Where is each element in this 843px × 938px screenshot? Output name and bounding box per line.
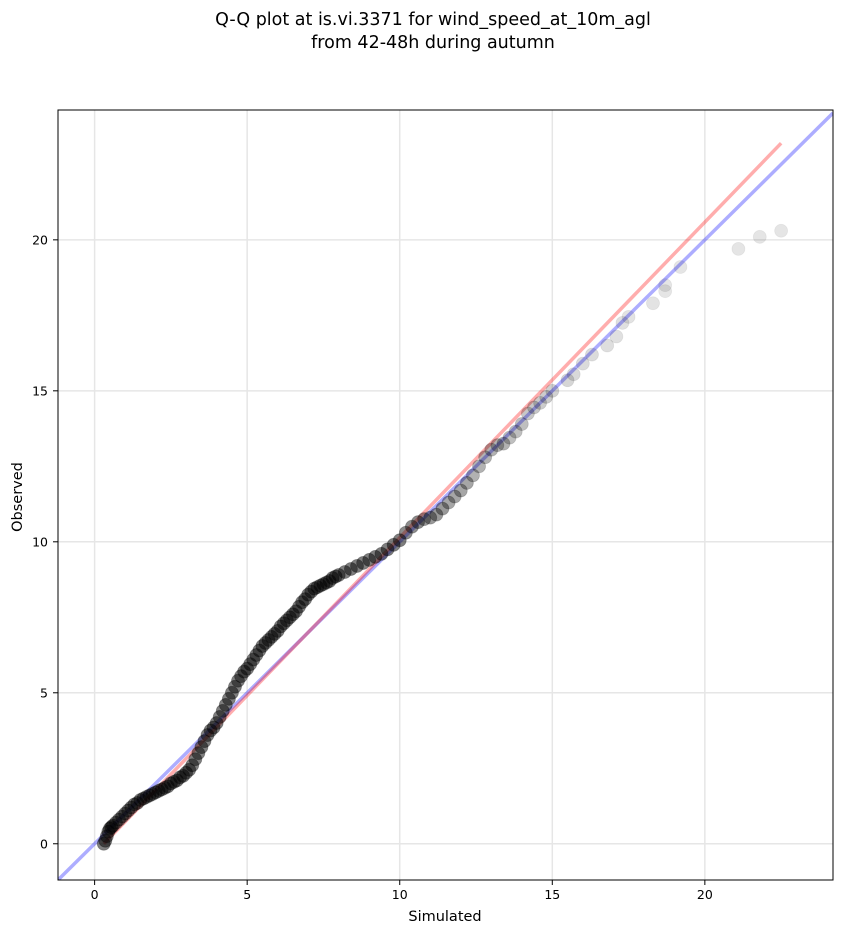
data-point <box>508 424 523 439</box>
data-point <box>502 430 517 445</box>
data-point <box>673 260 688 274</box>
data-point <box>496 436 511 451</box>
x-axis-label: Simulated <box>408 909 481 925</box>
data-point <box>417 512 432 527</box>
data-point <box>609 329 624 344</box>
data-point <box>398 525 413 540</box>
data-point <box>447 489 462 504</box>
y-tick-label: 15 <box>32 383 48 398</box>
data-point <box>646 296 660 311</box>
x-tick-label: 5 <box>243 887 251 902</box>
data-point <box>411 515 425 530</box>
data-point <box>392 533 407 548</box>
y-axis-label: Observed <box>10 462 26 532</box>
data-point <box>429 507 444 522</box>
data-point <box>658 284 673 299</box>
data-point <box>466 468 480 483</box>
x-tick-label: 15 <box>544 887 560 902</box>
y-tick-label: 20 <box>32 232 48 247</box>
chart-subtitle: from 42-48h during autumn <box>311 33 555 53</box>
data-point <box>435 501 450 516</box>
data-point <box>560 373 575 388</box>
data-point <box>520 406 535 421</box>
data-point <box>752 229 767 244</box>
data-point <box>514 417 529 431</box>
x-tick-label: 0 <box>91 887 99 902</box>
plot-frame <box>57 109 834 881</box>
data-point <box>459 476 474 490</box>
data-point <box>658 278 673 293</box>
data-point <box>615 315 630 330</box>
x-tick-label: 10 <box>392 887 408 902</box>
data-point <box>490 438 505 453</box>
data-point <box>774 223 789 238</box>
data-point <box>600 338 615 353</box>
chart-title: Q-Q plot at is.vi.3371 for wind_speed_at… <box>215 10 651 30</box>
data-point <box>545 383 560 398</box>
identity-line <box>58 111 833 880</box>
axes: 0 5 10 15 20 0 5 10 15 20 <box>32 109 834 902</box>
data-point <box>585 347 599 362</box>
y-tick-label: 0 <box>40 836 48 851</box>
data-points <box>96 223 789 851</box>
data-point <box>575 356 590 371</box>
data-point <box>566 367 581 382</box>
y-tick-label: 5 <box>40 685 48 700</box>
data-point <box>478 450 493 465</box>
data-point <box>527 400 541 415</box>
data-point <box>533 396 547 410</box>
grid-lines <box>58 110 833 880</box>
data-point <box>472 459 486 474</box>
data-point <box>441 495 456 510</box>
data-point <box>539 389 554 404</box>
data-point <box>731 242 746 256</box>
data-point <box>621 309 636 324</box>
data-point <box>405 519 419 534</box>
data-point <box>484 442 499 457</box>
x-tick-label: 20 <box>697 887 713 902</box>
data-point <box>423 510 438 525</box>
data-point <box>453 483 468 498</box>
y-tick-label: 10 <box>32 534 48 549</box>
